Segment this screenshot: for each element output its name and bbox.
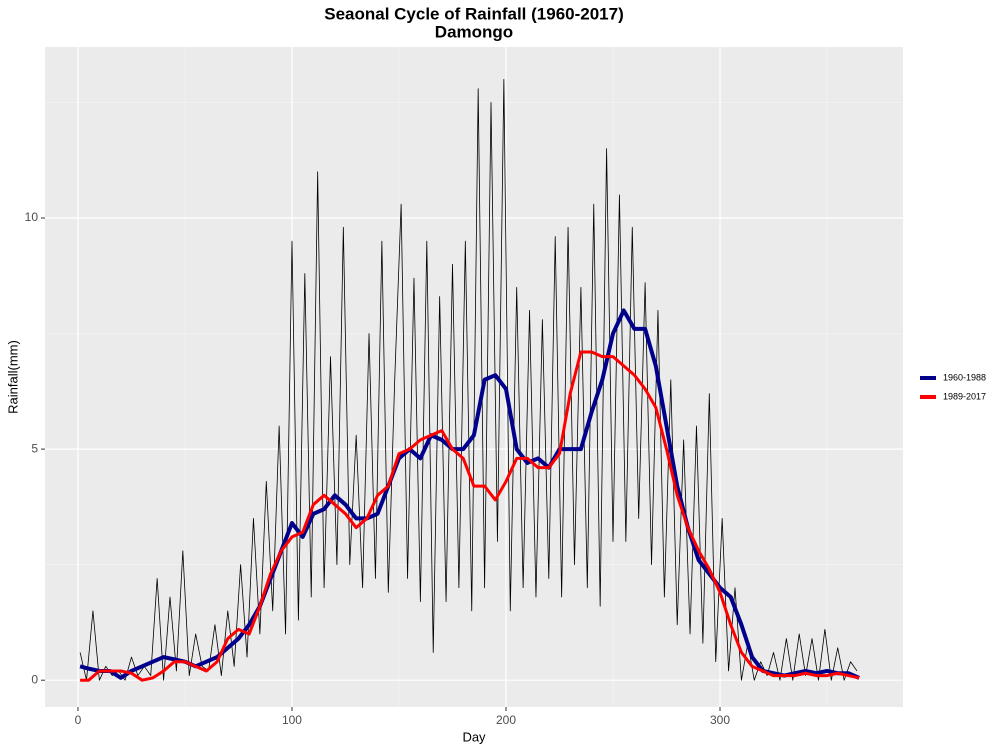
x-tick-label: 200 xyxy=(496,713,516,727)
y-tick-label: 0 xyxy=(31,672,38,686)
chart-title: Seaonal Cycle of Rainfall (1960-2017) xyxy=(324,4,624,23)
plot-panel xyxy=(45,47,903,707)
x-tick-label: 0 xyxy=(75,713,82,727)
y-tick-label: 10 xyxy=(25,210,39,224)
legend-label: 1989-2017 xyxy=(943,391,986,401)
line-series xyxy=(79,308,860,680)
line-series xyxy=(79,78,858,681)
chart-subtitle: Damongo xyxy=(435,22,513,41)
x-tick-label: 300 xyxy=(710,713,730,727)
x-axis-label: Day xyxy=(462,729,486,744)
legend-label: 1960-1988 xyxy=(943,372,986,382)
y-tick-label: 5 xyxy=(31,441,38,455)
x-tick-label: 100 xyxy=(282,713,302,727)
line-series xyxy=(80,350,860,682)
y-axis-label: Rainfall(mm) xyxy=(5,340,20,414)
